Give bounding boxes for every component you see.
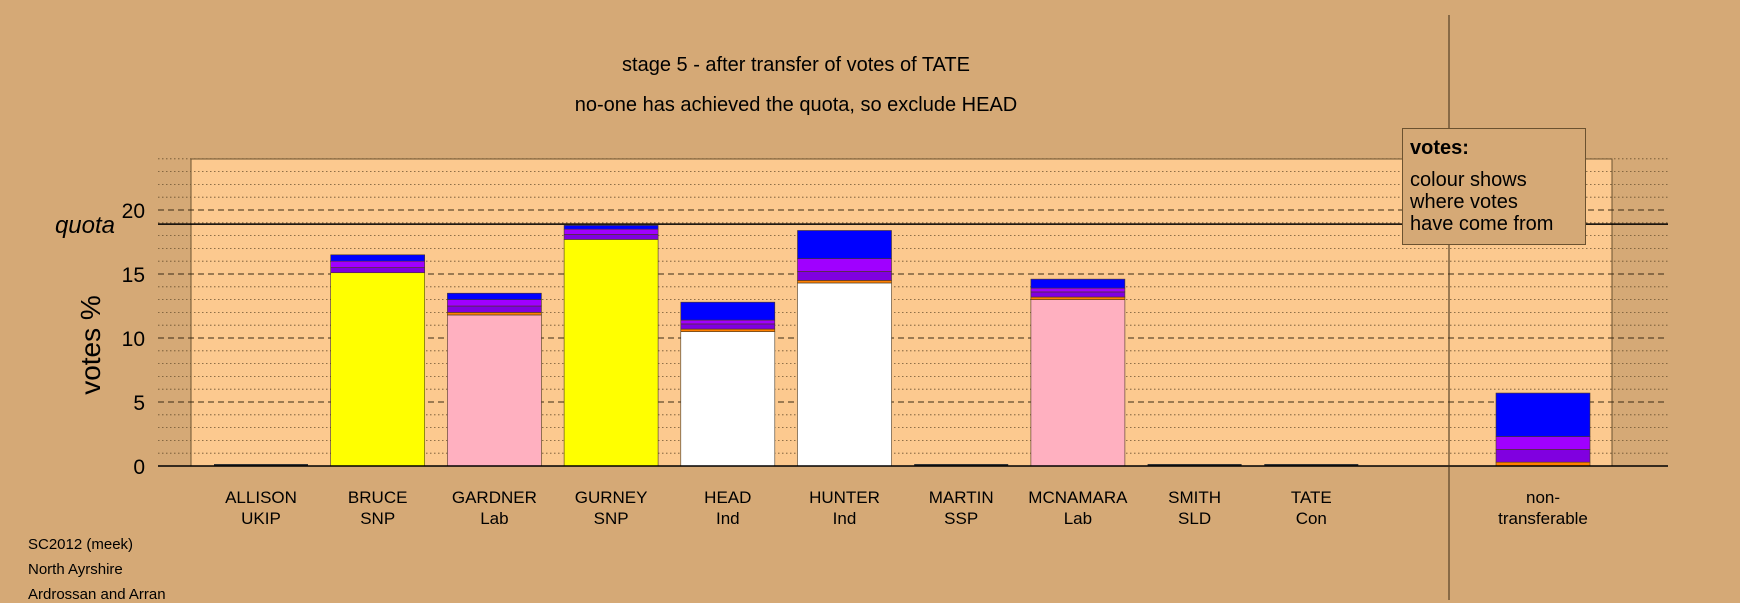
bar-head-segment [680, 323, 776, 330]
candidate-label-martin: MARTIN SSP [896, 487, 1026, 529]
candidate-label-line: SSP [944, 509, 979, 528]
candidate-label-gurney: GURNEY SNP [546, 487, 676, 529]
candidate-label-line: Lab [480, 509, 509, 528]
bar-mcnamara-segment [1030, 299, 1126, 467]
legend-line: where votes [1410, 191, 1518, 213]
bar-bruce-segment [330, 272, 426, 467]
candidate-label-tate: TATE Con [1246, 487, 1376, 529]
chart-subtitle: no-one has achieved the quota, so exclud… [574, 94, 1018, 116]
candidate-label-line: Con [1295, 509, 1327, 528]
candidate-label-non-transferable: non-transferable [1478, 487, 1608, 529]
candidate-label-line: SNP [593, 509, 629, 528]
bar-gardner-segment [447, 305, 542, 313]
footer-ward: Ardrossan and Arran [28, 586, 166, 603]
candidate-label-bruce: BRUCE SNP [313, 487, 443, 529]
bar-head-segment [680, 331, 776, 467]
quota-label: quota [55, 212, 115, 239]
y-axis-label: votes % [75, 295, 106, 395]
y-tick-label: 10 [122, 328, 145, 351]
bar-bruce-segment [330, 260, 426, 268]
bar-head-segment [680, 301, 776, 321]
bar-mcnamara-segment [1030, 291, 1126, 298]
candidate-label-line: TATE [1290, 488, 1332, 507]
candidate-label-smith: SMITH SLD [1130, 487, 1260, 529]
candidate-label-line: Ind [715, 509, 740, 528]
candidate-label-allison: ALLISON UKIP [196, 487, 326, 529]
candidate-label-line: ALLISON [225, 488, 297, 507]
bar-hunter-segment [797, 280, 892, 284]
y-tick-label: 5 [133, 392, 145, 415]
bar-hunter-segment [797, 258, 892, 272]
candidate-label-line: MARTIN [928, 488, 994, 507]
bar-hunter-segment [797, 271, 892, 281]
y-tick-label: 20 [122, 200, 145, 223]
legend-text: colour shows where votes have come from [1410, 169, 1578, 235]
bar-non-transferable-segment [1495, 392, 1591, 437]
bar-gardner-segment [447, 312, 542, 316]
candidate-label-head: HEAD Ind [663, 487, 793, 529]
footer-council: North Ayrshire [28, 561, 123, 578]
candidate-label-line: Lab [1063, 509, 1093, 528]
candidate-label-line: UKIP [241, 509, 281, 528]
candidate-label-hunter: HUNTER Ind [780, 487, 910, 529]
y-tick-label: 15 [122, 264, 145, 287]
bar-mcnamara-segment [1030, 296, 1126, 300]
candidate-label-line: transferable [1498, 509, 1588, 528]
candidate-label-line: non- [1525, 488, 1561, 507]
candidate-label-line: HUNTER [809, 488, 880, 507]
candidate-label-line: SNP [360, 509, 396, 528]
bar-mcnamara-segment [1030, 287, 1126, 293]
legend-title: votes: [1410, 137, 1469, 159]
bar-non-transferable-segment [1495, 436, 1591, 450]
candidate-label-line: Ind [832, 509, 857, 528]
bar-mcnamara-segment [1030, 278, 1126, 289]
candidate-label-line: GARDNER [451, 488, 537, 507]
bar-head-segment [680, 319, 776, 325]
bar-hunter-segment [797, 230, 892, 259]
bar-gurney-segment [563, 225, 659, 230]
bar-gardner-segment [447, 292, 542, 300]
y-tick-label: 0 [133, 456, 145, 479]
legend-line: colour shows [1410, 169, 1527, 191]
legend-line: have come from [1410, 213, 1554, 235]
bar-bruce-segment [330, 254, 426, 262]
bar-gurney-segment [563, 228, 659, 235]
bar-gurney-segment [563, 234, 659, 240]
bar-bruce-segment [330, 267, 426, 274]
bar-gurney-segment [563, 239, 659, 467]
candidate-label-line: BRUCE [347, 488, 408, 507]
bar-hunter-segment [797, 282, 892, 467]
bar-gardner-segment [447, 299, 542, 307]
candidate-label-line: SLD [1178, 509, 1212, 528]
chart-title: stage 5 - after transfer of votes of TAT… [622, 54, 970, 76]
candidate-label-line: MCNAMARA [1028, 488, 1128, 507]
bar-head-segment [680, 328, 776, 332]
candidate-label-line: HEAD [704, 488, 752, 507]
bar-non-transferable-segment [1495, 449, 1591, 463]
candidate-label-gardner: GARDNER Lab [429, 487, 559, 529]
legend-box: votes: colour shows where votes have com… [1402, 128, 1586, 245]
footer-system: SC2012 (meek) [28, 536, 134, 553]
candidate-label-line: GURNEY [574, 488, 648, 507]
candidate-label-line: SMITH [1168, 488, 1222, 507]
candidate-label-mcnamara: MCNAMARA Lab [1013, 487, 1143, 529]
bar-gardner-segment [447, 314, 542, 467]
